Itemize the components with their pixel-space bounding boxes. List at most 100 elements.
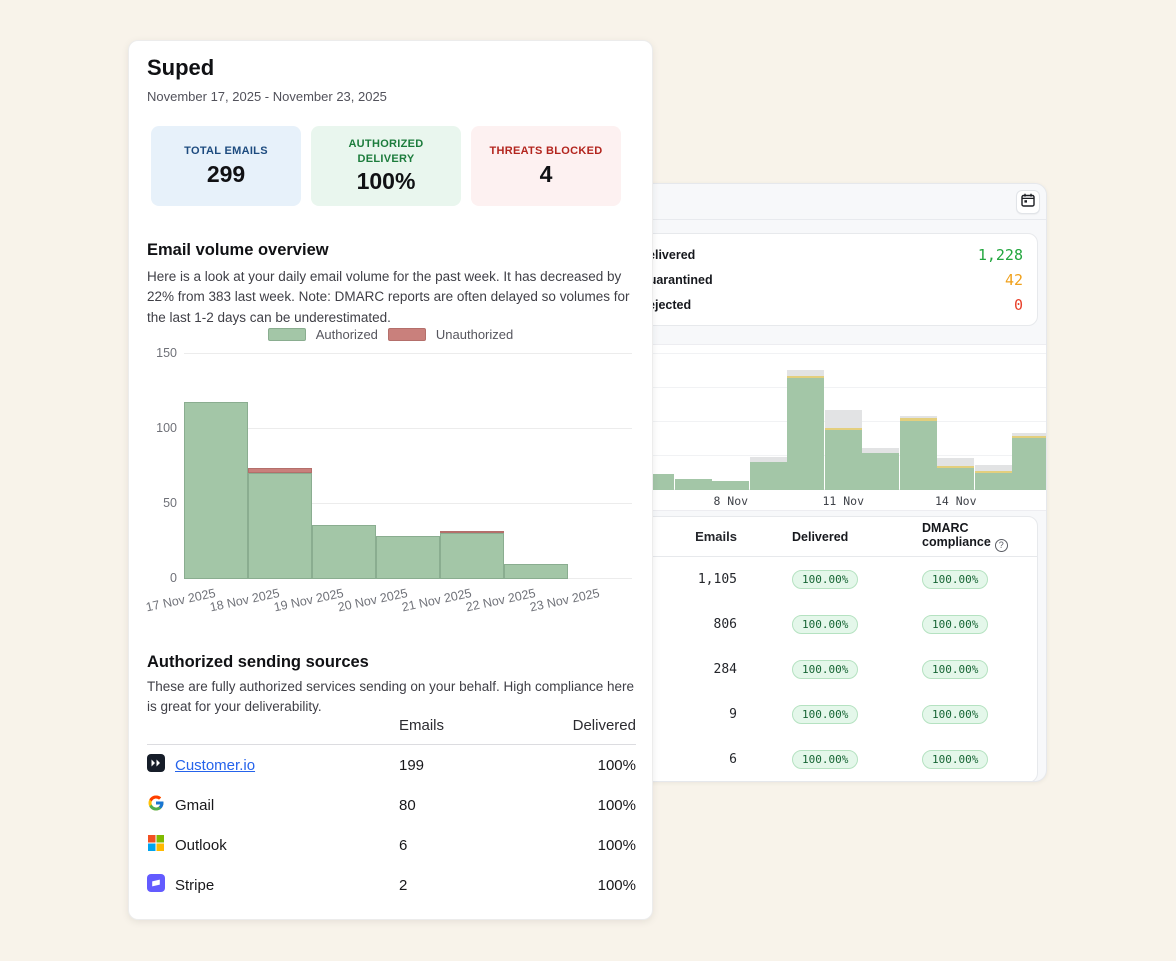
stat-value: 100%: [356, 167, 416, 194]
table-row: 6 100.00% 100.00%: [427, 737, 1037, 781]
source-delivered-value: 100%: [597, 836, 636, 854]
chart-bar: [1012, 432, 1046, 490]
volume-section-description: Here is a look at your daily email volum…: [147, 269, 630, 325]
panel-stat-quarantined: Quarantined 42: [441, 267, 1023, 292]
chart-bar: [184, 402, 248, 579]
source-link[interactable]: Customer.io: [175, 756, 256, 774]
stat-card-authorized-delivery: AUTHORIZED DELIVERY 100%: [311, 126, 461, 206]
bar-segment-delivered: [937, 468, 974, 490]
stat-value: 299: [206, 160, 246, 187]
bar-segment-unauthorized: [248, 468, 312, 473]
x-axis-tick-label: 19 Nov 2025: [272, 586, 345, 615]
bar-segment-quarantined: [974, 470, 1012, 474]
email-volume-chart: [184, 353, 632, 579]
dmarc-cell: 100.00%: [869, 750, 1037, 769]
chart-bar: [312, 525, 376, 579]
gmail-icon: [147, 794, 165, 816]
stat-card-total-emails: TOTAL EMAILS 299: [151, 126, 301, 206]
chart-bar: [376, 535, 440, 579]
column-header-delivered: Delivered: [792, 529, 849, 544]
table-header-row: Emails Delivered DMARC compliance?: [427, 517, 1037, 557]
x-axis-tick-label: 22 Nov 2025: [464, 586, 537, 615]
page-title: Suped: [147, 55, 215, 80]
panel-stat-delivered: Delivered 1,228: [441, 242, 1023, 267]
bar-segment-authorized: [440, 532, 504, 579]
sending-sources-table: Emails Delivered Customer.io 199 100% Gmail…: [147, 717, 636, 905]
chart-bar: [787, 369, 824, 490]
x-axis-tick-label: 21 Nov 2025: [400, 586, 473, 615]
delivered-badge: 100.00%: [792, 750, 859, 769]
bar-segment-other: [899, 415, 937, 418]
dmarc-badge: 100.00%: [922, 660, 989, 679]
source-label: Gmail: [175, 796, 215, 814]
source-emails-value: 199: [399, 756, 425, 774]
table-row: 806 100.00% 100.00%: [427, 602, 1037, 647]
legend-label: Unauthorized: [435, 327, 514, 342]
dmarc-cell: 100.00%: [869, 705, 1037, 724]
date-range-button[interactable]: [1016, 190, 1040, 214]
delivered-cell: 100.00%: [739, 615, 869, 634]
chart-gridline: [418, 455, 1046, 456]
column-header-emails: Emails: [695, 529, 737, 544]
bar-segment-delivered: [824, 430, 862, 490]
chart-bar: [440, 530, 504, 579]
bar-segment-authorized: [312, 525, 376, 579]
legend-swatch-authorized: [267, 328, 306, 341]
bar-segment-quarantined: [1012, 435, 1046, 439]
bar-segment-delivered: [712, 481, 749, 490]
chart-gridline: [184, 503, 632, 504]
x-axis-tick-label: 20 Nov 2025: [336, 586, 409, 615]
bar-segment-unauthorized: [440, 530, 504, 533]
delivered-cell: 100.00%: [739, 705, 869, 724]
help-icon[interactable]: ?: [994, 538, 1008, 552]
source-name-cell: Outlook: [147, 834, 399, 856]
bar-segment-other: [1012, 432, 1046, 436]
x-axis-tick-label: 14 Nov: [934, 494, 977, 508]
source-name-cell: Gmail: [147, 794, 399, 816]
source-emails-value: 80: [399, 796, 416, 814]
emails-value: 806: [713, 617, 737, 632]
chart-bar: [937, 458, 974, 490]
bar-segment-authorized: [248, 472, 312, 579]
bar-segment-authorized: [504, 564, 568, 579]
panel-stat-value: 42: [1004, 270, 1023, 289]
chart-legend: Authorized Unauthorized: [129, 327, 652, 342]
chart-bar: [712, 481, 749, 490]
source-label: Outlook: [175, 836, 227, 854]
table-row: 284 100.00% 100.00%: [427, 647, 1037, 692]
report-date-range: November 17, 2025 - November 23, 2025: [147, 89, 387, 104]
stat-value: 4: [539, 160, 553, 187]
column-header-delivered: Delivered: [572, 717, 636, 734]
bar-segment-other: [862, 447, 899, 453]
bar-segment-authorized: [184, 402, 248, 579]
delivered-badge: 100.00%: [792, 615, 859, 634]
source-row-customerio: Customer.io 199 100%: [147, 745, 636, 785]
y-axis-tick-label: 0: [170, 571, 177, 585]
stat-label: TOTAL EMAILS: [184, 145, 268, 158]
sources-section-description: These are fully authorized services send…: [147, 679, 635, 715]
panel-stat-value: 0: [1013, 295, 1023, 314]
y-axis-tick-label: 50: [163, 496, 177, 510]
dmarc-cell: 100.00%: [869, 615, 1037, 634]
source-delivered-value: 100%: [597, 876, 636, 894]
bar-segment-quarantined: [824, 428, 862, 431]
x-axis-tick-label: 8 Nov: [713, 494, 749, 508]
bar-segment-quarantined: [937, 465, 974, 469]
bar-segment-delivered: [974, 473, 1012, 490]
dmarc-badge: 100.00%: [922, 570, 989, 589]
x-axis-tick-label: 17 Nov 2025: [144, 586, 217, 615]
x-axis-tick-label: 23 Nov 2025: [528, 586, 601, 615]
report-card: Suped November 17, 2025 - November 23, 2…: [128, 40, 653, 920]
emails-value: 284: [713, 662, 737, 677]
sources-header-row: Emails Delivered: [147, 717, 636, 745]
bar-segment-authorized: [376, 535, 440, 579]
calendar-icon: [1021, 193, 1035, 212]
bar-segment-delivered: [749, 462, 787, 490]
legend-label: Authorized: [315, 327, 378, 342]
chart-bar: [899, 415, 937, 490]
delivered-badge: 100.00%: [792, 705, 859, 724]
source-row-stripe: Stripe 2 100%: [147, 865, 636, 905]
bar-segment-delivered: [899, 420, 937, 490]
emails-value: 1,105: [697, 572, 737, 587]
y-axis-tick-label: 100: [156, 421, 177, 435]
